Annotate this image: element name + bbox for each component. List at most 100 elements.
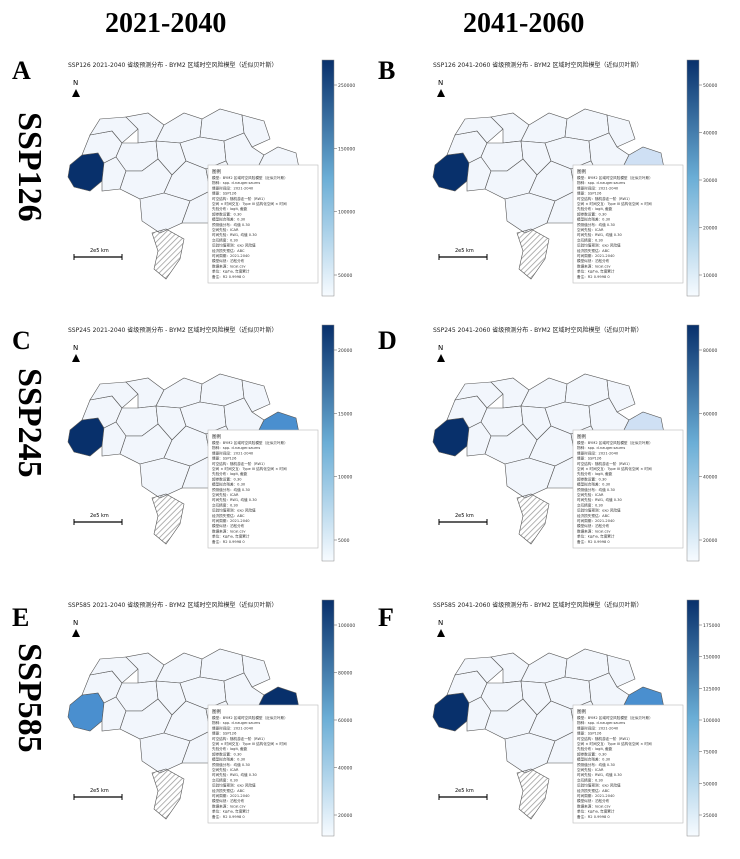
legend-line: 先验分布：logit, 截距 <box>212 206 248 211</box>
colorbar-tick-label: 50000 <box>703 83 717 89</box>
legend-line: 交互精度：0.30 <box>212 502 239 507</box>
colorbar-tick-label: 5000 <box>338 538 350 544</box>
colorbar-tick-label: 150000 <box>703 655 720 661</box>
map-panel-d: SSP245 2041-2060 省级预测分布 - BYM2 区域时空风险模型（… <box>425 320 725 565</box>
legend-line: 备注：R2 0.9998 0 <box>577 274 610 279</box>
legend-line: 物种：spp. d.nauger.saums <box>212 445 260 450</box>
panel-letter-b: B <box>378 56 396 85</box>
row-label-ssp245: SSP245 <box>11 368 48 478</box>
map-panel-a: SSP126 2021-2040 省级预测分布 - BYM2 区域时空风险模型（… <box>60 55 360 300</box>
map-panel-b: SSP126 2041-2060 省级预测分布 - BYM2 区域时空风险模型（… <box>425 55 725 300</box>
colorbar <box>686 599 700 837</box>
colorbar-tick-label: 175000 <box>703 623 720 629</box>
legend-line: 数据来源：local.csv <box>577 263 611 268</box>
legend-line: 时间周期：2021-2040 <box>577 253 615 258</box>
north-arrow-icon <box>72 89 80 97</box>
region-hatched <box>516 228 550 280</box>
legend-line: 物种：spp. d.nauger.saums <box>577 445 625 450</box>
colorbar-tick-label: 20000 <box>338 813 352 819</box>
colorbar-tick-label: 125000 <box>703 686 720 692</box>
legend-line: 物种：spp. d.nauger.saums <box>212 720 260 725</box>
colorbar-tick-label: 30000 <box>703 178 717 184</box>
legend-line: 交互精度：0.30 <box>212 777 239 782</box>
region-hatched <box>516 493 550 545</box>
scale-label: 2e5 km <box>455 513 474 519</box>
map-svg: SSP126 2041-2060 省级预测分布 - BYM2 区域时空风险模型（… <box>432 59 717 297</box>
row-label-ssp126: SSP126 <box>11 112 48 222</box>
north-label: N <box>73 79 78 87</box>
legend-line: 超参数设置：0.30 <box>212 751 242 756</box>
legend-line: 数据来源：local.csv <box>212 803 246 808</box>
legend-line: 经济损失预估：ABC <box>212 513 245 518</box>
legend-line: 超参数设置：0.30 <box>577 751 607 756</box>
region-west <box>432 417 470 457</box>
map-title: SSP585 2041-2060 省级预测分布 - BYM2 区域时空风险模型（… <box>433 601 643 609</box>
legend-line: 先验分布：logit, 截距 <box>577 471 613 476</box>
colorbar <box>686 59 700 297</box>
legend-line: 预测值分布：均值 0.30 <box>577 222 616 227</box>
scale-label: 2e5 km <box>90 513 109 519</box>
legend-line: 时空结构：随机游走一阶（RW1） <box>212 196 267 201</box>
legend-line: 超参数设置：0.30 <box>212 476 242 481</box>
colorbar-tick-label: 60000 <box>338 718 352 724</box>
colorbar-tick-label: 25000 <box>703 813 717 819</box>
colorbar-tick-label: 40000 <box>703 475 717 481</box>
legend-line: 先验分布：logit, 截距 <box>577 206 613 211</box>
legend-line: 情景时间段：2021-2040 <box>212 185 254 190</box>
legend-line: 备注：R2 0.9998 0 <box>212 814 245 819</box>
legend-line: 模型似然：泊松分布 <box>577 258 610 263</box>
panel-letter-f: F <box>378 603 394 632</box>
column-header-2: 2041-2060 <box>463 8 585 39</box>
legend-line: 预测值分布：均值 0.30 <box>212 222 251 227</box>
legend-line: 空间先验：ICAR <box>212 767 239 772</box>
legend-line: 后验均值预测：exp 风险值 <box>577 508 621 513</box>
region-r6 <box>606 379 636 413</box>
north-label: N <box>438 79 443 87</box>
legend-line: 单位：kg/ha, 年度累计 <box>577 269 615 274</box>
legend-line: 经济损失预估：ABC <box>577 788 610 793</box>
legend-line: 情景：SSP126 <box>212 191 237 196</box>
legend-line: 时间先验：RW1, 均值 0.30 <box>212 232 257 237</box>
legend-line: 预测值分布：均值 0.30 <box>212 487 251 492</box>
legend-line: 备注：R2 0.9998 0 <box>577 539 610 544</box>
legend-title: 图例 <box>577 433 586 440</box>
legend-line: 情景：SSP126 <box>577 456 602 461</box>
region-west <box>432 692 470 732</box>
colorbar-tick-label: 60000 <box>703 411 717 417</box>
legend-line: 单位：kg/ha, 年度累计 <box>212 809 250 814</box>
colorbar-tick-label: 80000 <box>703 348 717 354</box>
colorbar-tick-label: 75000 <box>703 750 717 756</box>
legend-line: 数据来源：local.csv <box>212 263 246 268</box>
legend-line: 单位：kg/ha, 年度累计 <box>577 809 615 814</box>
legend-line: 模型似然：泊松分布 <box>212 258 245 263</box>
region-west <box>67 692 105 732</box>
colorbar-tick-label: 100000 <box>338 623 355 629</box>
map-title: SSP126 2021-2040 省级预测分布 - BYM2 区域时空风险模型（… <box>68 61 278 69</box>
colorbar-tick-label: 20000 <box>338 348 352 354</box>
legend-line: 情景：SSP126 <box>212 456 237 461</box>
legend-line: 时间周期：2021-2040 <box>212 253 250 258</box>
legend-line: 空间先验：ICAR <box>577 767 604 772</box>
map-regions <box>432 648 666 820</box>
legend-line: 时空结构：随机游走一阶（RW1） <box>212 736 267 741</box>
north-arrow-icon <box>72 354 80 362</box>
legend-line: 模型：BYM2 区域时空风险模型（近似贝叶斯） <box>577 715 653 720</box>
map-title: SSP126 2041-2060 省级预测分布 - BYM2 区域时空风险模型（… <box>433 61 643 69</box>
legend-line: 预测值分布：均值 0.30 <box>577 762 616 767</box>
legend-line: 交互精度：0.30 <box>212 237 239 242</box>
legend-line: 后验均值预测：exp 风险值 <box>577 783 621 788</box>
colorbar <box>321 59 335 297</box>
legend-line: 时间先验：RW1, 均值 0.30 <box>212 772 257 777</box>
legend-line: 单位：kg/ha, 年度累计 <box>577 534 615 539</box>
legend-line: 交互精度：0.30 <box>577 502 604 507</box>
legend-line: 预测值分布：均值 0.30 <box>577 487 616 492</box>
colorbar-tick-label: 20000 <box>703 538 717 544</box>
legend-line: 模型：BYM2 区域时空风险模型（近似贝叶斯） <box>212 175 288 180</box>
region-hatched <box>151 493 185 545</box>
legend-line: 空间先验：ICAR <box>212 227 239 232</box>
north-label: N <box>73 344 78 352</box>
legend-line: 情景时间段：2021-2040 <box>212 725 254 730</box>
legend-line: 时空结构：随机游走一阶（RW1） <box>577 736 632 741</box>
legend-line: 后验均值预测：exp 风险值 <box>577 243 621 248</box>
